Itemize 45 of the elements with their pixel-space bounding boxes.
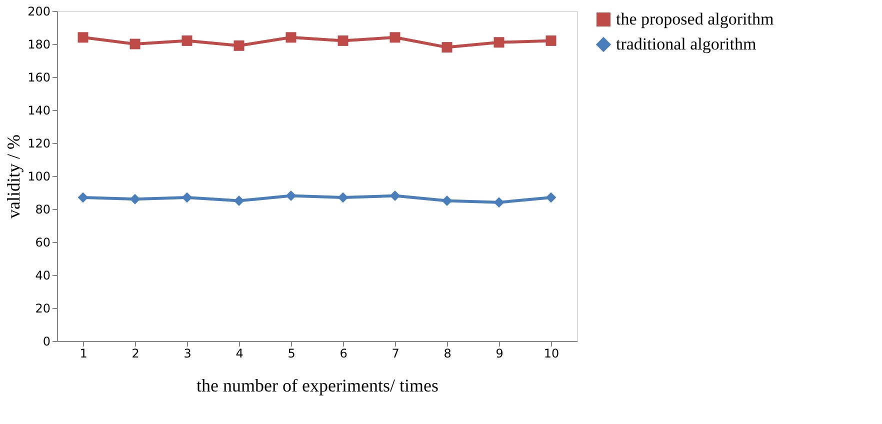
point bbox=[494, 37, 504, 48]
point bbox=[286, 190, 296, 202]
point bbox=[546, 35, 556, 46]
point bbox=[182, 192, 192, 203]
point bbox=[78, 192, 88, 203]
x-axis-title: the number of experiments/ times bbox=[196, 376, 438, 396]
x-tick-label: 10 bbox=[544, 346, 560, 360]
point bbox=[390, 190, 400, 202]
x-tick-label: 3 bbox=[184, 346, 192, 360]
y-tick-label: 100 bbox=[28, 170, 50, 184]
legend-label: the proposed algorithm bbox=[616, 10, 774, 28]
point bbox=[130, 38, 140, 50]
y-tick-label: 160 bbox=[28, 70, 50, 84]
point bbox=[234, 196, 244, 206]
legend-label: traditional algorithm bbox=[616, 34, 756, 54]
y-tick-label: 180 bbox=[28, 38, 50, 52]
y-tick-label: 140 bbox=[28, 104, 50, 118]
point bbox=[130, 194, 140, 204]
y-tick-label: 80 bbox=[35, 202, 50, 216]
x-tick-label: 4 bbox=[236, 346, 244, 360]
point bbox=[338, 35, 348, 46]
point bbox=[390, 32, 400, 43]
point bbox=[182, 35, 192, 46]
point bbox=[234, 40, 244, 51]
point bbox=[546, 192, 556, 203]
y-tick-label: 120 bbox=[28, 136, 50, 150]
point bbox=[338, 192, 348, 203]
x-tick-label: 2 bbox=[132, 346, 140, 360]
y-tick-label: 0 bbox=[42, 334, 50, 348]
point bbox=[442, 196, 452, 206]
x-tick-label: 7 bbox=[392, 346, 400, 360]
point bbox=[286, 32, 296, 43]
x-tick-label: 9 bbox=[496, 346, 504, 360]
y-tick-label: 60 bbox=[35, 236, 50, 250]
x-tick-label: 8 bbox=[444, 346, 452, 360]
y-tick-label: 20 bbox=[35, 302, 50, 316]
y-tick-label: 200 bbox=[28, 4, 50, 18]
point bbox=[78, 32, 88, 43]
x-tick-label: 6 bbox=[340, 346, 348, 360]
y-axis-title: validity / % bbox=[4, 134, 24, 218]
x-tick-label: 5 bbox=[288, 346, 296, 360]
point bbox=[442, 42, 452, 53]
point bbox=[494, 197, 504, 208]
x-tick-label: 1 bbox=[80, 346, 88, 360]
y-tick-label: 40 bbox=[35, 268, 50, 282]
